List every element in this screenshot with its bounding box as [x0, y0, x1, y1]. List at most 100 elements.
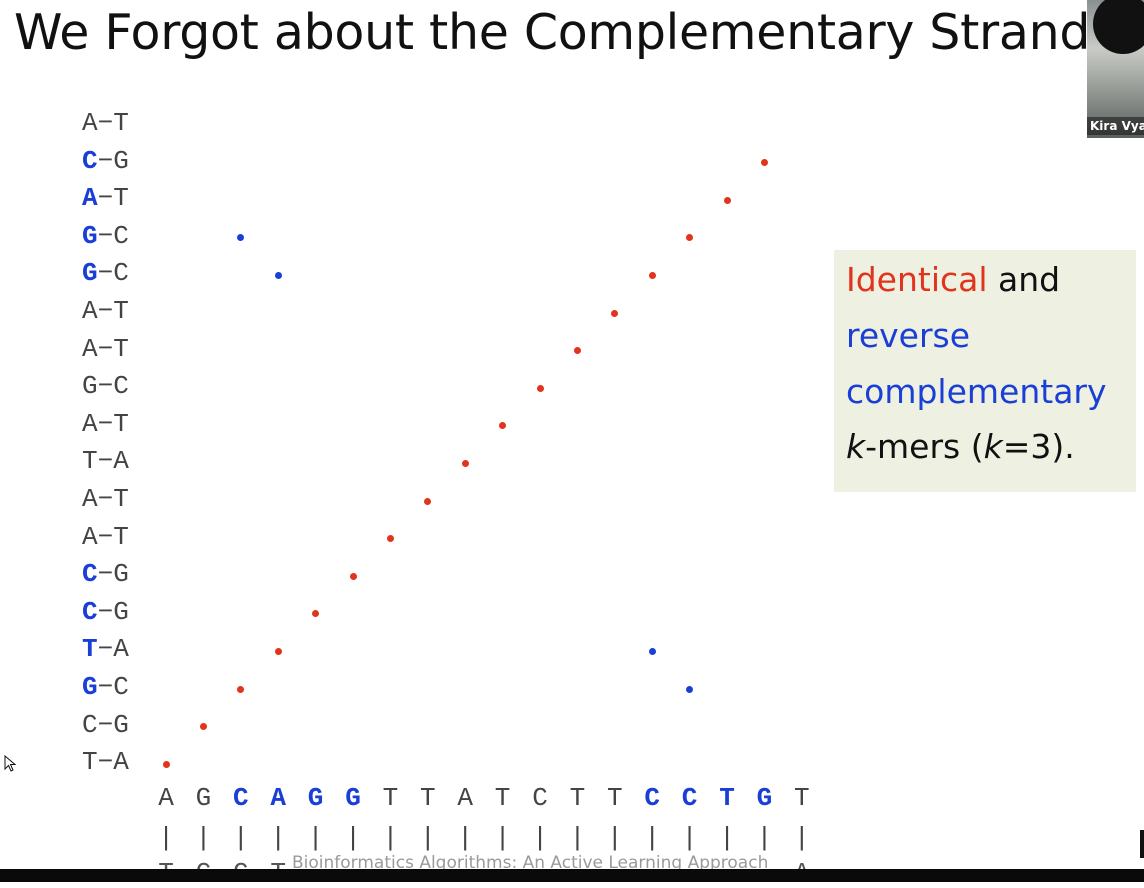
identical-kmer-dot [312, 610, 320, 618]
base-pair: C−G [82, 559, 129, 589]
base-pair: A−T [82, 484, 129, 514]
base-pair-bottom: G [113, 709, 129, 740]
base-pair-dash: − [97, 220, 114, 251]
base-pair-bottom: A [113, 747, 129, 778]
webcam-silhouette [1093, 0, 1144, 54]
identical-kmer-dot [162, 760, 170, 768]
sequence-base: G [195, 783, 212, 813]
callout-box: Identical and reverse complementary k-me… [834, 250, 1136, 492]
base-pair-top: A [82, 108, 98, 138]
base-pair-top: C [82, 596, 98, 627]
base-pair-bottom: T [113, 296, 129, 326]
slide-footer: Bioinformatics Algorithms: An Active Lea… [292, 853, 769, 873]
sequence-base: A [457, 783, 473, 813]
base-pair-dash: − [97, 296, 114, 326]
base-pair: A−T [82, 334, 129, 364]
callout-and: and [987, 260, 1061, 299]
reverse-complement-dot [648, 647, 656, 655]
base-pair: C−G [82, 597, 129, 627]
callout-identical: Identical [846, 260, 988, 299]
right-edge-mark [1140, 830, 1144, 858]
base-pair-top: C [82, 145, 98, 176]
pair-bond: | [569, 823, 586, 853]
identical-kmer-dot [274, 647, 282, 655]
base-pair-top: A [82, 484, 98, 514]
base-pair: C−G [82, 710, 129, 740]
identical-kmer-dot [536, 384, 544, 392]
base-pair-top: C [82, 709, 98, 740]
base-pair-dash: − [97, 371, 114, 402]
base-pair: G−C [82, 672, 129, 702]
sequence-base: A [158, 783, 174, 813]
base-pair-dash: − [97, 747, 114, 778]
webcam-participant-name: Kira Vya [1087, 117, 1144, 135]
base-pair-dash: − [97, 258, 114, 289]
base-pair-bottom: T [113, 408, 129, 439]
base-pair-top: A [82, 408, 98, 439]
callout-k2: k [983, 427, 1003, 466]
pair-bond: | [756, 823, 773, 853]
base-pair-dash: − [97, 634, 114, 665]
pair-bond: | [382, 823, 399, 853]
base-pair-bottom: G [113, 145, 129, 176]
base-pair-bottom: A [113, 634, 129, 665]
pair-bond: | [195, 823, 212, 853]
pair-bond: | [457, 823, 473, 853]
base-pair: G−C [82, 371, 129, 401]
sequence-base: T [419, 783, 436, 813]
base-pair-dash: − [97, 484, 114, 514]
base-pair-dash: − [97, 446, 114, 477]
identical-kmer-dot [686, 234, 694, 242]
base-pair-top: A [82, 183, 98, 214]
identical-kmer-dot [499, 422, 507, 430]
pair-bond: | [644, 823, 660, 853]
base-pair-bottom: T [113, 484, 129, 514]
base-pair-dash: − [97, 596, 114, 627]
callout-mers: -mers ( [865, 427, 984, 466]
base-pair-dash: − [97, 333, 114, 364]
identical-kmer-dot [648, 271, 656, 279]
base-pair-dash: − [97, 672, 114, 702]
base-pair-bottom: T [113, 183, 129, 214]
base-pair-bottom: C [113, 371, 129, 402]
bottom-black-bar [0, 869, 1144, 882]
identical-kmer-dot [573, 347, 581, 355]
sequence-base: T [793, 783, 810, 813]
base-pair-top: A [82, 333, 98, 364]
base-pair: G−C [82, 258, 129, 288]
base-pair-bottom: C [113, 220, 129, 251]
identical-kmer-dot [723, 196, 731, 204]
pair-bond: | [532, 823, 548, 853]
base-pair-dash: − [97, 521, 114, 552]
sequence-base: T [606, 783, 623, 813]
base-pair-bottom: T [113, 521, 129, 552]
slide-title: We Forgot about the Complementary Strand [14, 4, 1091, 61]
base-pair-bottom: C [113, 672, 129, 702]
base-pair-top: G [82, 371, 98, 402]
base-pair-bottom: T [113, 108, 129, 138]
base-pair: T−A [82, 446, 129, 476]
base-pair: A−T [82, 183, 129, 213]
callout-line-4: k-mers (k=3). [846, 427, 1075, 466]
identical-kmer-dot [199, 723, 207, 731]
callout-k1: k [846, 427, 866, 466]
base-pair-bottom: G [113, 559, 129, 590]
pair-bond: | [606, 823, 623, 853]
base-pair-top: G [82, 258, 98, 289]
pair-bond: | [232, 823, 249, 853]
sequence-base: G [345, 783, 361, 813]
pair-bond: | [793, 823, 810, 853]
identical-kmer-dot [424, 497, 432, 505]
base-pair: A−T [82, 296, 129, 326]
identical-kmer-dot [611, 309, 619, 317]
base-pair-bottom: G [113, 596, 129, 627]
base-pair: T−A [82, 634, 129, 664]
pair-bond: | [270, 823, 286, 853]
webcam-thumbnail: Kira Vya [1087, 0, 1144, 138]
mouse-cursor-icon [4, 755, 17, 772]
base-pair-dash: − [97, 108, 114, 138]
sequence-base: G [307, 783, 324, 813]
sequence-base: T [494, 783, 511, 813]
base-pair: C−G [82, 146, 129, 176]
sequence-base: T [719, 783, 735, 813]
